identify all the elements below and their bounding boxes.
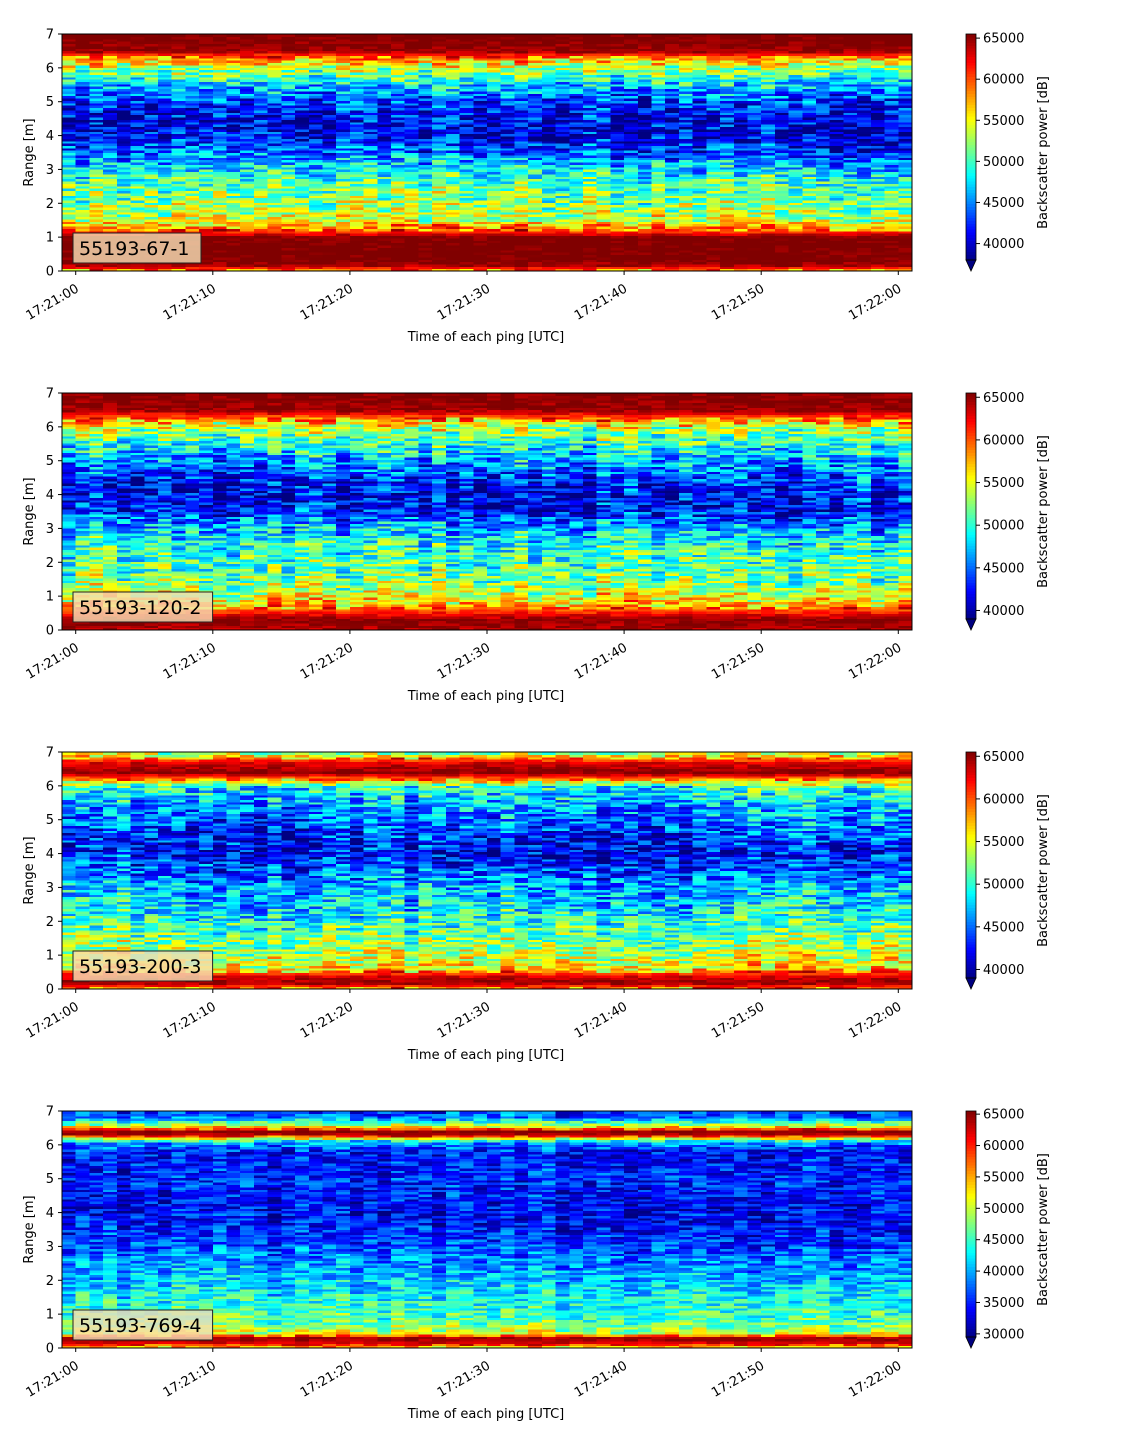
echogram-panel <box>58 34 980 275</box>
